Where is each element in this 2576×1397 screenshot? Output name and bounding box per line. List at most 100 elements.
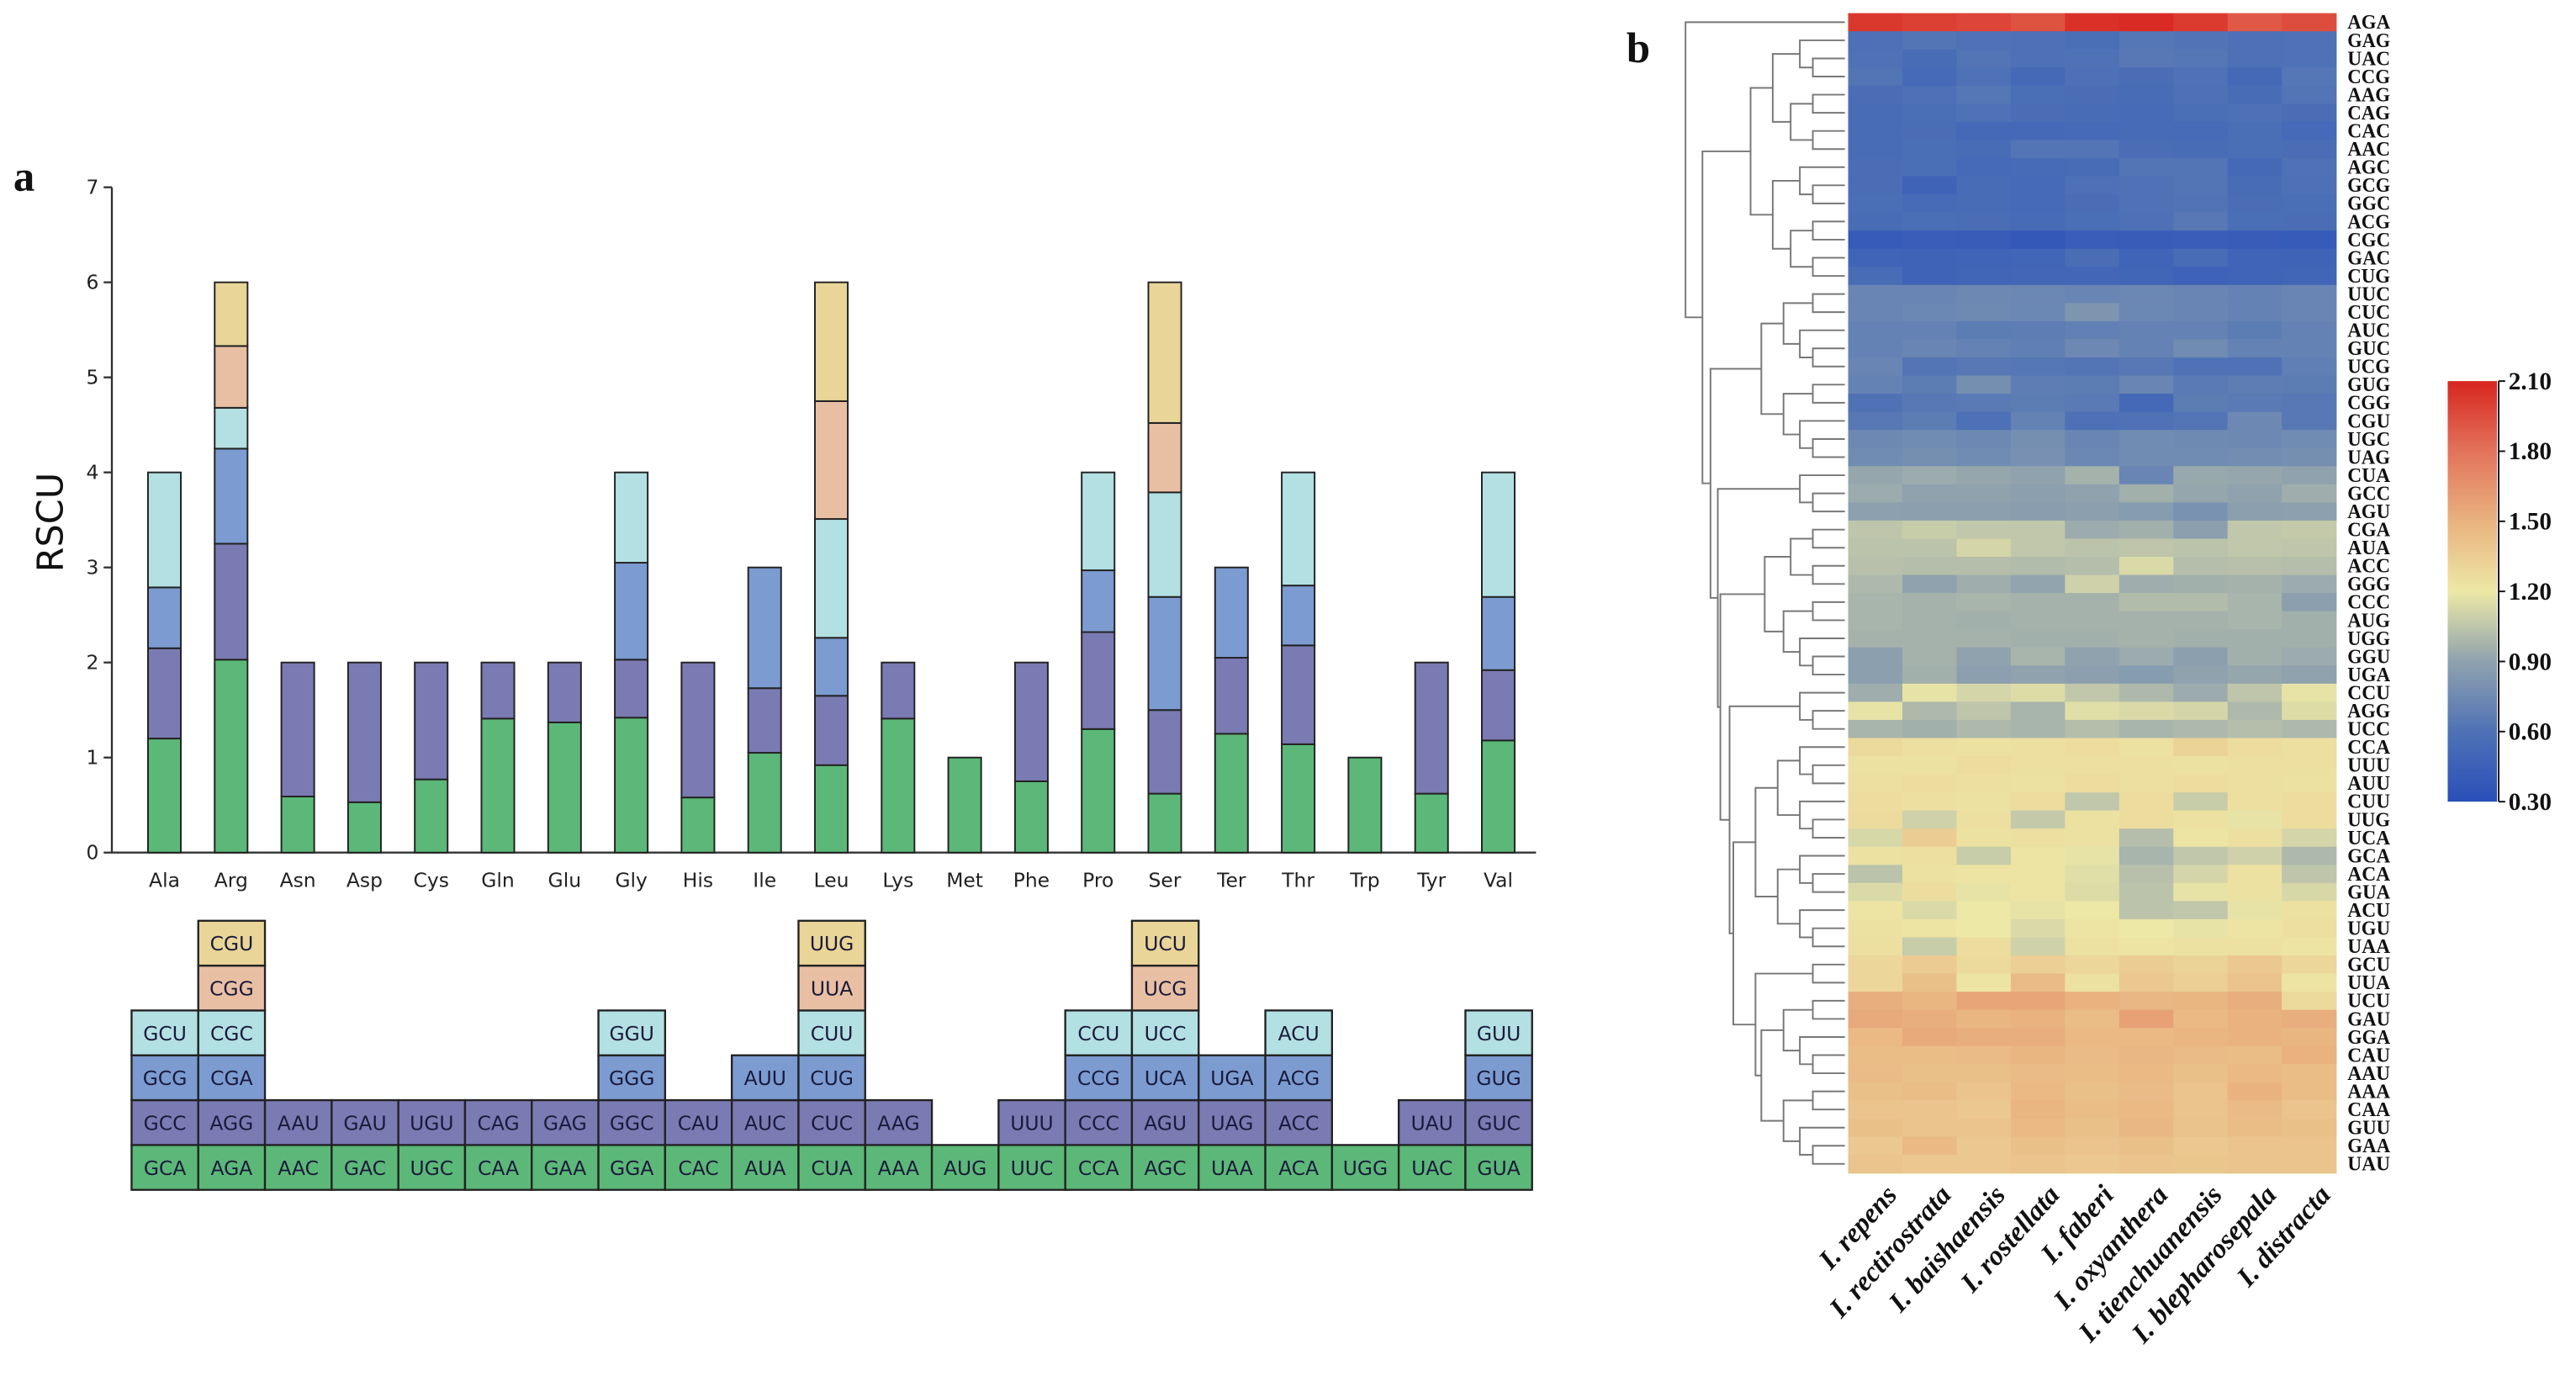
bar-segment-gca: [147, 738, 182, 854]
row-label: UGC: [2347, 428, 2390, 451]
heatmap-cell: [2010, 140, 2066, 159]
heatmap-cell: [2065, 121, 2120, 141]
heatmap-cell: [2065, 1082, 2120, 1102]
heatmap-cell: [2173, 320, 2229, 341]
heatmap-cell: [2282, 901, 2337, 920]
row-label: UGA: [2347, 664, 2390, 686]
heatmap-cell: [1902, 284, 1958, 304]
heatmap-cell: [2118, 901, 2175, 920]
codon-cell: [730, 1098, 800, 1146]
heatmap-cell: [2010, 1155, 2066, 1174]
heatmap-cell: [2065, 248, 2120, 268]
heatmap-cell: [2282, 1136, 2337, 1156]
heatmap-cell: [1848, 49, 1903, 69]
heatmap-cell: [1848, 267, 1903, 286]
heatmap-cell: [1956, 248, 2012, 268]
codon-cell: [130, 1098, 199, 1146]
heatmap-cell: [2065, 973, 2120, 992]
heatmap-cell: [1902, 1118, 1958, 1138]
heatmap-cell: [1902, 846, 1958, 866]
heatmap-cell: [2173, 937, 2229, 956]
bar-stack-met: [947, 756, 982, 854]
heatmap-cell: [2065, 1009, 2120, 1029]
row-label: CAA: [2347, 1098, 2390, 1121]
codon-label: AGC: [1145, 1156, 1187, 1180]
codon-label: ACA: [1278, 1156, 1319, 1180]
heatmap-cell: [1902, 13, 1958, 32]
codon-cell: [463, 1144, 533, 1191]
heatmap-cell: [2173, 1100, 2229, 1119]
heatmap-cell: [1848, 320, 1903, 341]
heatmap-cell: [1902, 31, 1958, 50]
heatmap-cell: [1848, 1009, 1903, 1029]
heatmap-cell: [1902, 955, 1958, 975]
heatmap-cell: [1848, 593, 1903, 612]
heatmap-cell: [2282, 593, 2337, 612]
heatmap-cell: [1848, 85, 1903, 105]
heatmap-cell: [1956, 629, 2012, 648]
heatmap-cell: [2010, 774, 2066, 793]
heatmap-cell: [2173, 665, 2229, 685]
codon-label: GAC: [344, 1156, 386, 1180]
heatmap-cell: [1956, 882, 2012, 902]
heatmap-cell: [2173, 1028, 2229, 1047]
heatmap-cell: [2065, 828, 2120, 848]
heatmap-cell: [1902, 882, 1958, 902]
heatmap-cell: [1848, 284, 1903, 304]
heatmap-cell: [2065, 901, 2120, 920]
heatmap-cell: [2282, 1155, 2337, 1174]
bar-segment-ugg: [1347, 756, 1383, 854]
heatmap-cell: [2065, 792, 2120, 812]
heatmap-cell: [1956, 1009, 2012, 1029]
dendrogram-branch: [1812, 818, 1845, 839]
heatmap-cell: [2173, 49, 2229, 69]
heatmap-cell: [2227, 665, 2282, 685]
heatmap-cell: [1902, 103, 1958, 123]
heatmap-cell: [2010, 683, 2066, 703]
codon-cell: [597, 1009, 667, 1056]
heatmap-cell: [1848, 157, 1903, 177]
heatmap-cell: [1956, 121, 2012, 141]
codon-label: CGC: [210, 1022, 253, 1045]
heatmap-cell: [2010, 1136, 2066, 1156]
heatmap-cell: [2118, 593, 2175, 612]
y-tick-label: 1: [86, 746, 98, 770]
row-label: UUC: [2347, 283, 2390, 305]
heatmap-cell: [2282, 683, 2337, 703]
heatmap-cell: [1848, 140, 1903, 159]
heatmap-cell: [2282, 918, 2337, 939]
row-label: AUU: [2347, 772, 2390, 795]
bar-stack-asp: [346, 661, 382, 854]
heatmap-cell: [1956, 557, 2012, 576]
bar-segment-aca: [1281, 743, 1316, 854]
heatmap-cell: [2010, 303, 2066, 322]
row-label: UGU: [2347, 918, 2390, 940]
heatmap-cell: [2010, 1118, 2066, 1138]
codon-label: GAG: [543, 1112, 587, 1135]
colorbar-tick-label: 0.30: [2509, 789, 2552, 816]
heatmap-cell: [2173, 31, 2229, 50]
codon-label: ACG: [1277, 1066, 1320, 1090]
heatmap-cell: [2282, 212, 2337, 231]
heatmap-cell: [2118, 683, 2175, 703]
codon-label: UUA: [811, 977, 853, 1001]
heatmap-cell: [1848, 955, 1903, 975]
codon-label: AUC: [744, 1112, 786, 1135]
heatmap-cell: [2173, 67, 2229, 87]
heatmap-cell: [2173, 683, 2229, 703]
heatmap-cell: [2065, 194, 2120, 214]
colorbar-tick-label: 0.90: [2509, 648, 2552, 675]
heatmap-cell: [2010, 194, 2066, 214]
heatmap-cell: [2118, 303, 2175, 322]
bar-segment-auu: [747, 566, 782, 690]
bar-segment-cau: [680, 661, 716, 799]
heatmap-cell: [2118, 1009, 2175, 1029]
codon-label: AUU: [744, 1066, 786, 1090]
heatmap-cell: [1848, 466, 1903, 485]
heatmap-cell: [2282, 267, 2337, 286]
heatmap-cell: [2010, 918, 2066, 939]
heatmap-cell: [2227, 176, 2282, 195]
row-label: AAA: [2347, 1080, 2390, 1103]
row-label: CCA: [2347, 736, 2390, 759]
dendrogram-branch: [1812, 257, 1845, 278]
